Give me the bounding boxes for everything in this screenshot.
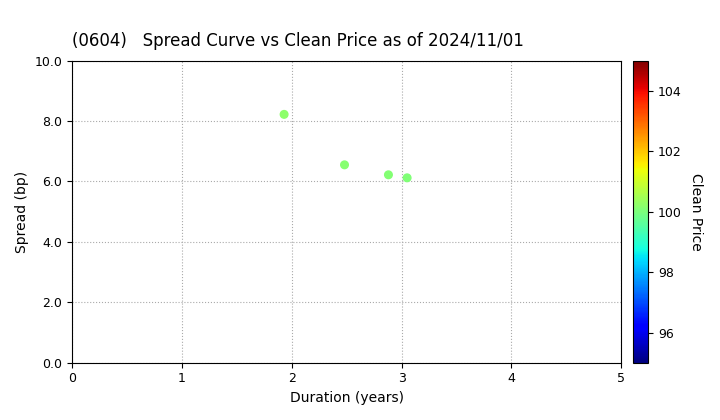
Point bbox=[338, 161, 350, 168]
Point bbox=[279, 111, 290, 118]
Y-axis label: Clean Price: Clean Price bbox=[688, 173, 703, 251]
Y-axis label: Spread (bp): Spread (bp) bbox=[15, 171, 29, 253]
X-axis label: Duration (years): Duration (years) bbox=[289, 391, 404, 405]
Text: (0604)   Spread Curve vs Clean Price as of 2024/11/01: (0604) Spread Curve vs Clean Price as of… bbox=[72, 32, 524, 50]
Point bbox=[401, 174, 413, 181]
Point bbox=[383, 171, 395, 178]
